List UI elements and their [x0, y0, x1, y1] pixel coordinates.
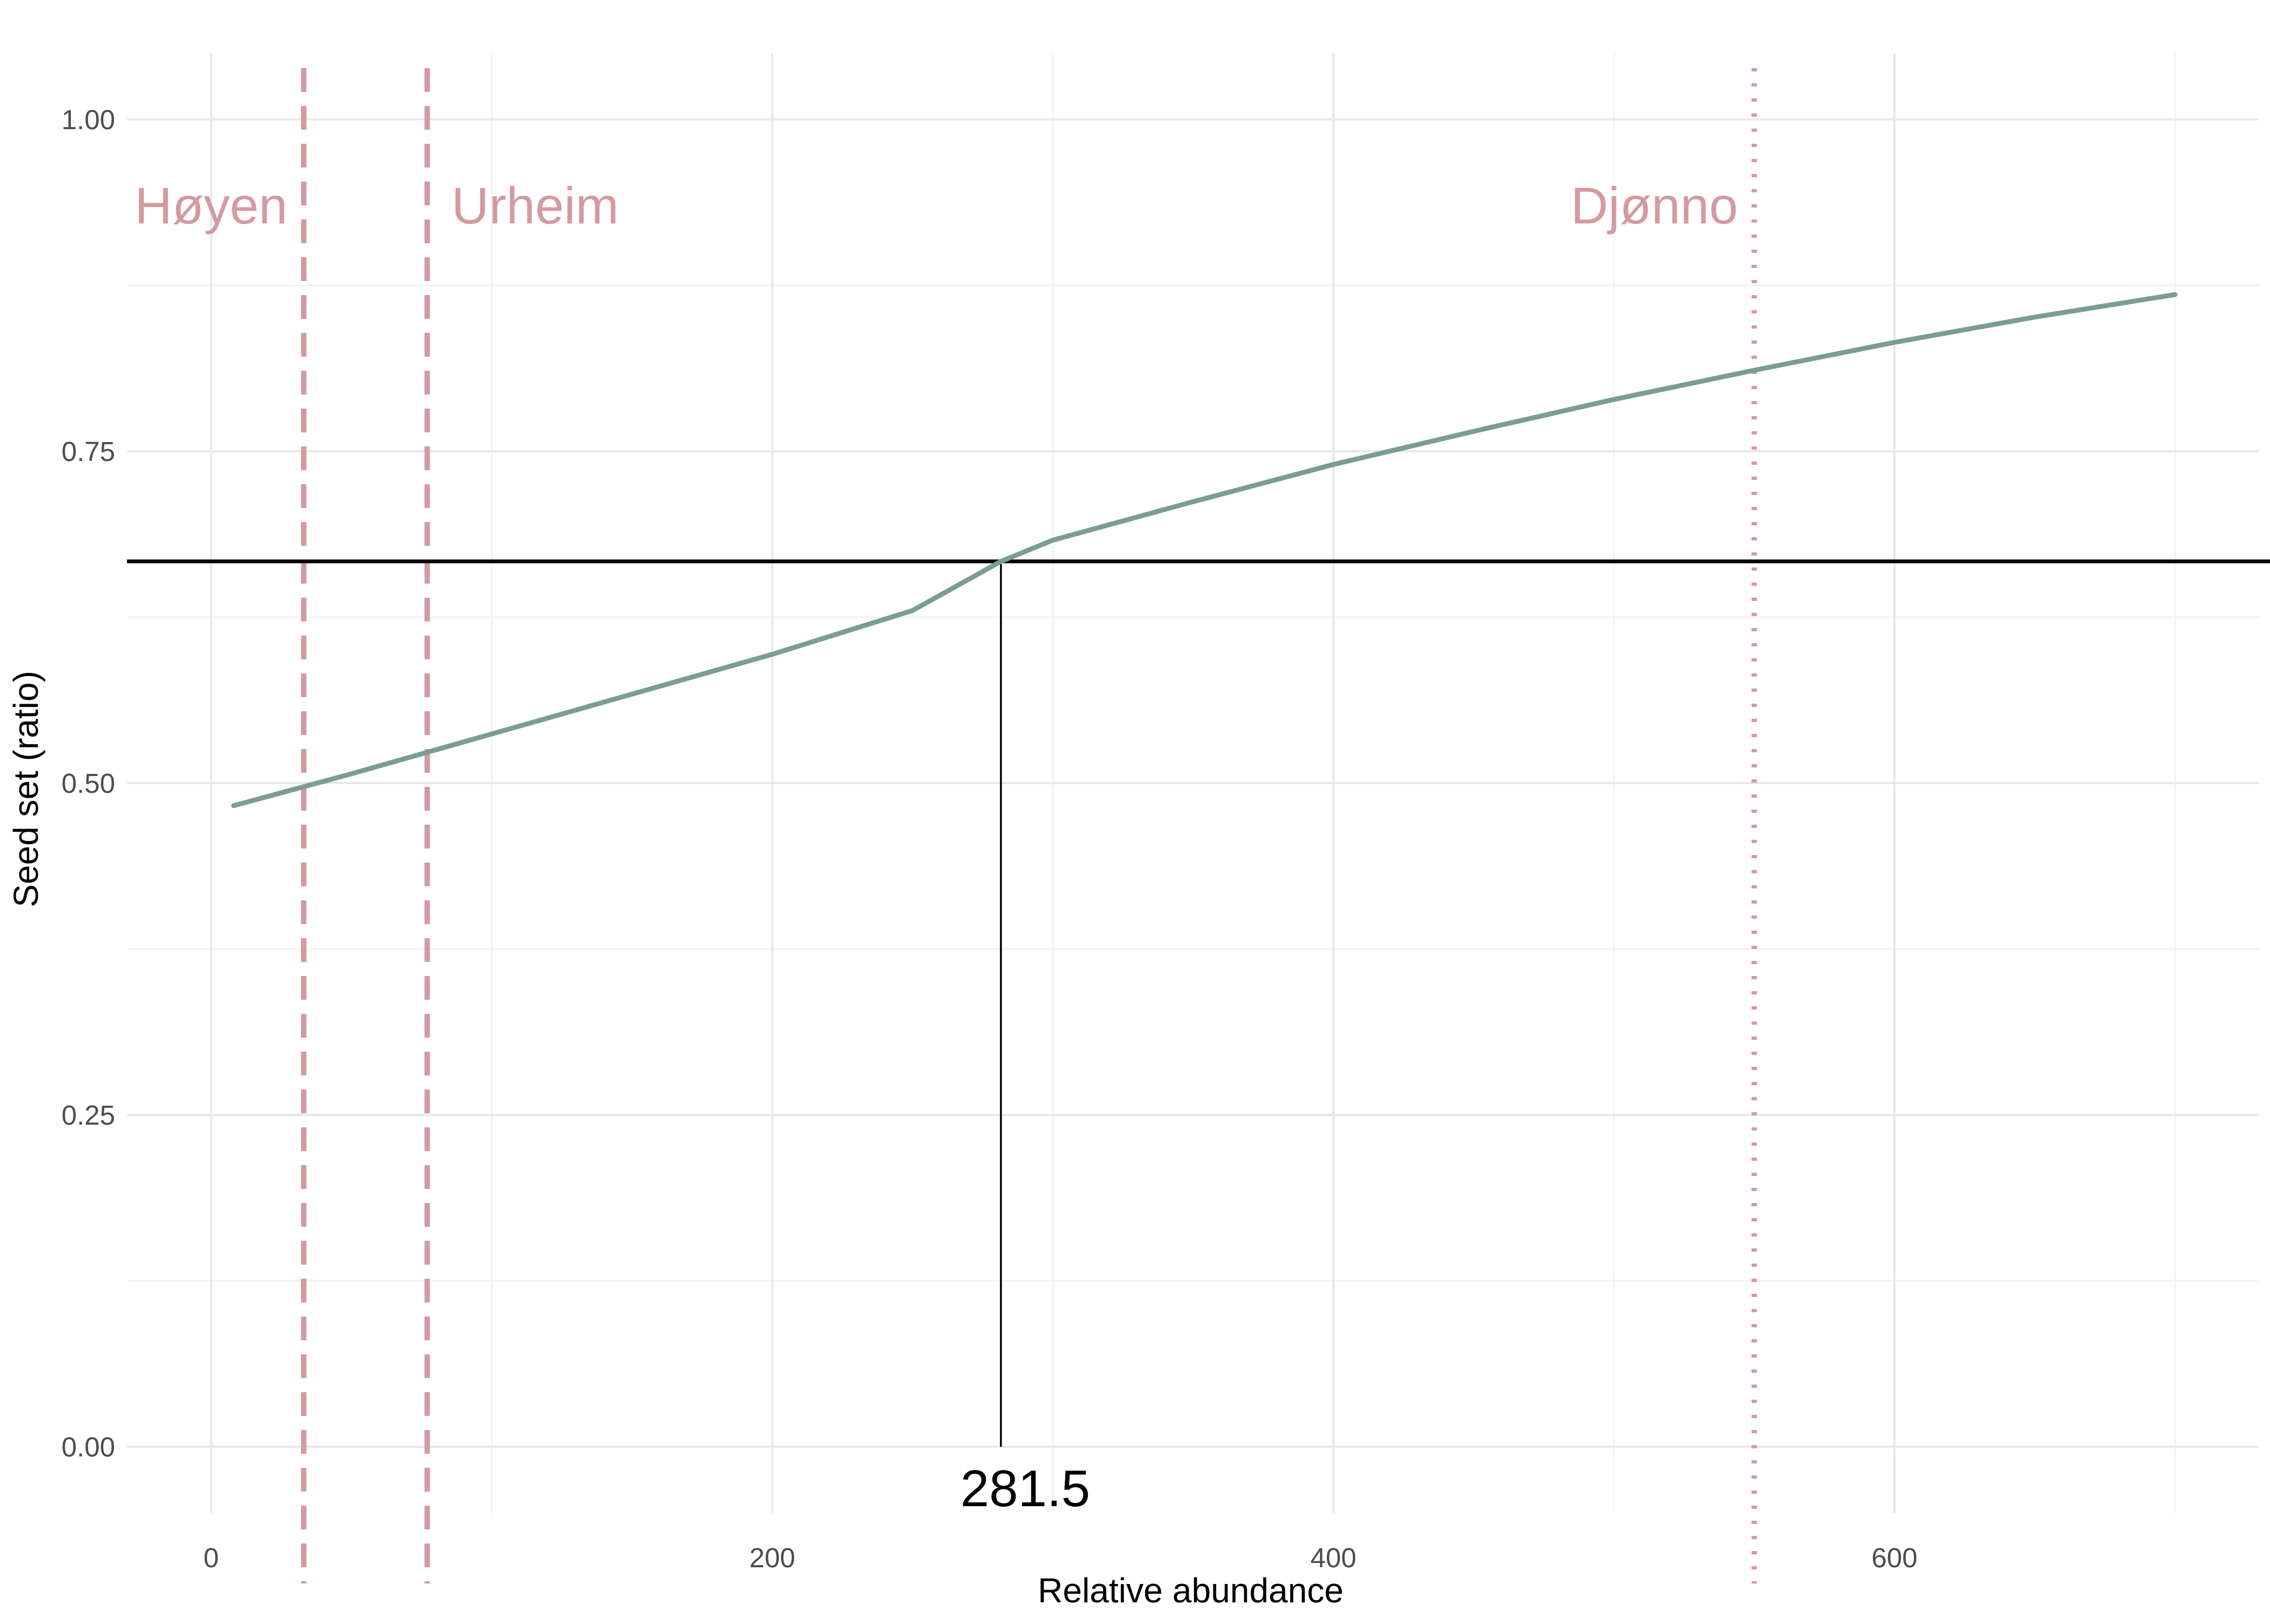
y-tick-label: 0.00	[62, 1432, 115, 1462]
labels: Høyen Urheim Djønno 281.5	[135, 177, 1738, 1518]
reference-lines	[127, 68, 2270, 1583]
axes: Relative abundance Seed set (ratio) 0 200…	[6, 104, 1918, 1610]
y-tick-label: 1.00	[62, 104, 115, 135]
x-tick-label: 0	[204, 1542, 219, 1573]
x-tick-label: 600	[1872, 1542, 1918, 1573]
site-label: Djønno	[1571, 177, 1738, 235]
y-axis-title: Seed set (ratio)	[6, 671, 45, 907]
y-tick-label: 0.75	[62, 436, 115, 467]
threshold-marker-label: 281.5	[960, 1460, 1090, 1518]
site-label: Høyen	[135, 177, 288, 235]
y-tick-label: 0.25	[62, 1100, 115, 1131]
fitted-curve	[231, 292, 2178, 808]
series	[231, 292, 2178, 808]
y-tick-label: 0.50	[62, 768, 115, 799]
site-label: Urheim	[451, 177, 618, 235]
x-tick-label: 400	[1310, 1542, 1356, 1573]
grid	[127, 53, 2259, 1513]
x-axis-title: Relative abundance	[1038, 1571, 1344, 1610]
x-tick-label: 200	[749, 1542, 795, 1573]
